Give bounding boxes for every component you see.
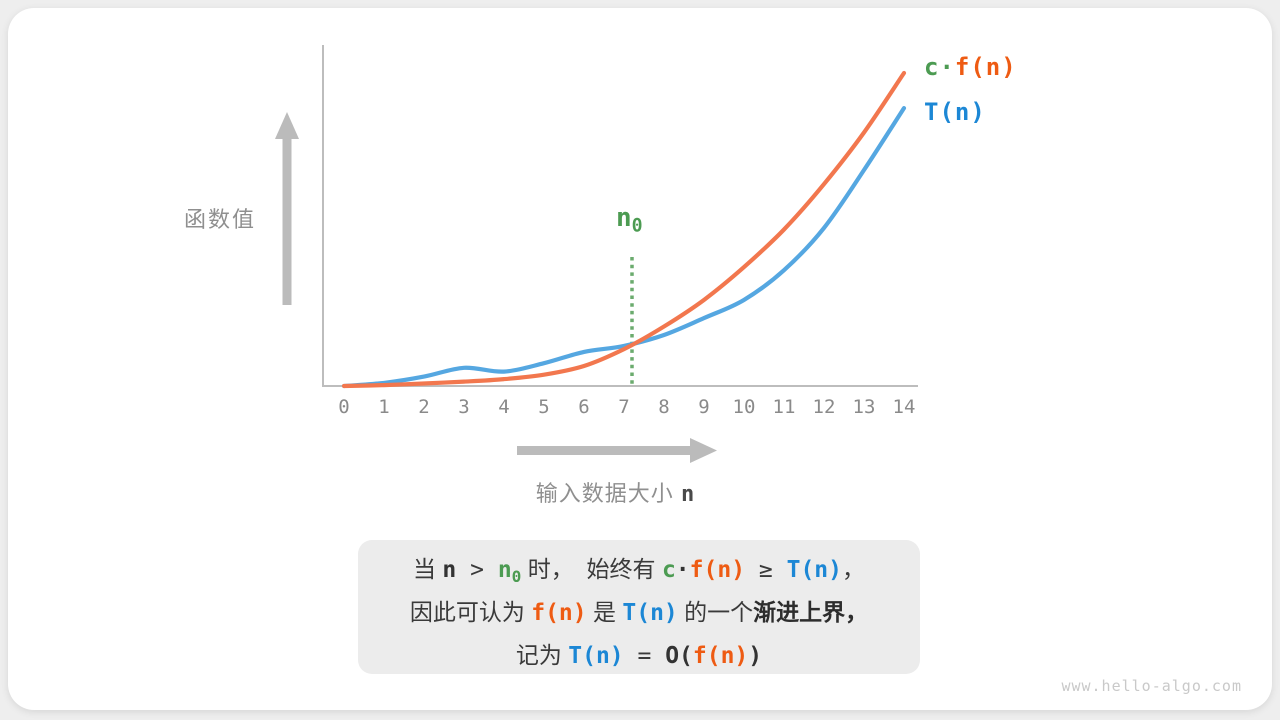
legend-tn: T(n) — [924, 98, 986, 126]
x-tick-label: 6 — [578, 396, 590, 418]
caption-line-2-segment: 因此可认为 — [409, 599, 532, 625]
x-axis-label-text: 输入数据大小 — [535, 481, 674, 506]
x-tick-label: 0 — [338, 396, 350, 418]
caption-line-1-segment: ≥ — [745, 557, 787, 583]
caption-line-1-segment: 时， — [521, 556, 581, 582]
legend-cfn: c·f(n) — [924, 53, 1017, 81]
caption-line-1-segment: 0 — [511, 566, 522, 586]
x-tick-label: 3 — [458, 396, 470, 418]
caption-line-1-segment: > — [456, 557, 498, 583]
watermark: www.hello-algo.com — [1061, 677, 1242, 695]
x-tick-label: 12 — [812, 396, 836, 418]
caption-line-1-segment: 当 — [413, 556, 443, 582]
caption-line-1-segment: · — [675, 557, 690, 583]
caption-line-3-segment: 记为 — [515, 642, 569, 668]
x-tick-label: 5 — [538, 396, 550, 418]
x-tick-label: 10 — [732, 396, 756, 418]
caption-line-1-segment: f(n) — [689, 557, 746, 583]
x-axis-label-variable: n — [680, 482, 695, 507]
x-tick-label: 8 — [658, 396, 670, 418]
caption-line-2-segment: 是 — [586, 599, 623, 625]
y-axis-label: 函数值 — [183, 207, 256, 232]
x-tick-label: 11 — [772, 396, 796, 418]
caption-line-1-segment: n — [497, 557, 512, 583]
caption-line-2-segment: f(n) — [531, 600, 587, 626]
legend-cfn-segment: · — [939, 53, 955, 81]
legend-tn-segment: T(n) — [924, 98, 986, 126]
caption-line-3-segment: = — [623, 643, 666, 669]
x-tick-label: 14 — [892, 396, 916, 418]
x-tick-label: 1 — [378, 396, 390, 418]
caption-line-2-segment: T(n) — [622, 600, 678, 626]
n0-base: n — [616, 203, 632, 233]
caption-box: 当 n > n0 时， 始终有 c·f(n) ≥ T(n)， 因此可认为 f(n… — [358, 540, 920, 674]
x-tick-label: 2 — [418, 396, 430, 418]
caption-line-1-segment: n — [442, 557, 457, 583]
caption-line-3-segment: O( — [665, 643, 693, 669]
legend-cfn-segment: c — [924, 53, 940, 81]
caption-line-2-segment: 的一个 — [677, 599, 754, 625]
x-axis-label: 输入数据大小 n — [460, 476, 770, 508]
n0-subscript: 0 — [631, 215, 643, 237]
caption-line-1-segment: c — [661, 557, 676, 583]
caption-line-3-segment: T(n) — [568, 643, 624, 669]
caption-line-1-segment: ， — [841, 556, 865, 582]
caption-line-3-segment: ) — [748, 643, 763, 669]
caption-line-2-segment: 渐进上界， — [753, 599, 869, 625]
x-tick-label: 9 — [698, 396, 710, 418]
caption-line-1: 当 n > n0 时， 始终有 c·f(n) ≥ T(n)， — [358, 554, 920, 592]
x-tick-label: 13 — [852, 396, 876, 418]
n0-label: n0 — [616, 203, 643, 236]
legend-cfn-segment: f(n) — [954, 53, 1017, 81]
caption-line-1-segment: T(n) — [786, 557, 842, 583]
caption-line-1-segment: 始终有 — [580, 556, 662, 582]
caption-line-3-segment: f(n) — [692, 643, 749, 669]
caption-line-3: 记为 T(n) = O(f(n)) — [358, 640, 920, 671]
x-tick-label: 4 — [498, 396, 510, 418]
x-tick-label: 7 — [618, 396, 630, 418]
caption-line-2: 因此可认为 f(n) 是 T(n) 的一个渐进上界， — [358, 597, 920, 628]
